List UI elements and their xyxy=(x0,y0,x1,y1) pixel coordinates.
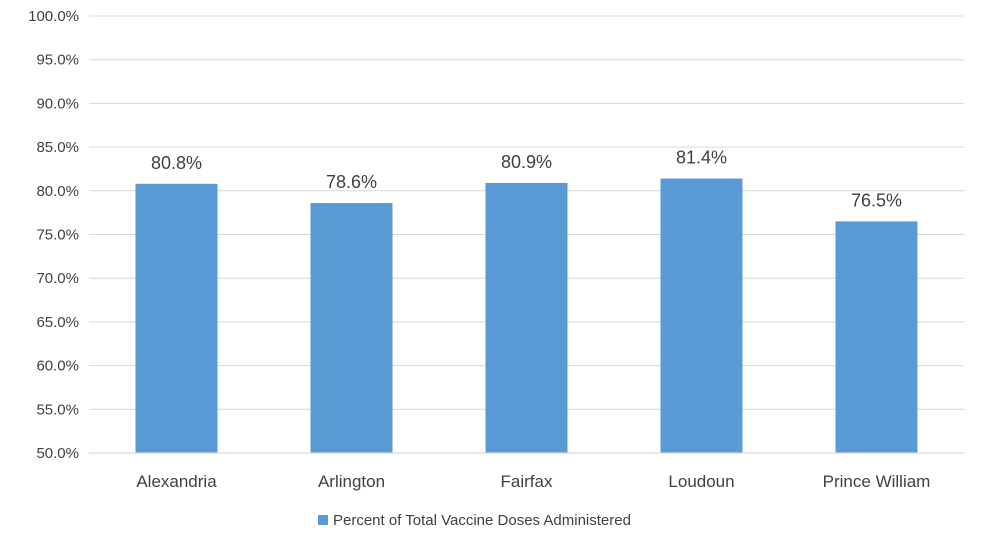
bar xyxy=(485,182,568,453)
x-tick-label: Arlington xyxy=(318,472,385,491)
data-labels: 80.8% 78.6% 80.9% 81.4% 76.5% xyxy=(151,148,902,211)
x-tick-label: Alexandria xyxy=(136,472,217,491)
y-tick-label: 65.0% xyxy=(36,314,79,331)
legend-label: Percent of Total Vaccine Doses Administe… xyxy=(333,512,631,529)
x-tick-label: Fairfax xyxy=(501,472,553,491)
bar xyxy=(660,178,743,453)
data-label: 80.9% xyxy=(501,152,552,172)
y-tick-label: 80.0% xyxy=(36,183,79,200)
data-label: 78.6% xyxy=(326,172,377,192)
y-tick-label: 85.0% xyxy=(36,139,79,156)
y-tick-label: 60.0% xyxy=(36,358,79,375)
y-tick-label: 90.0% xyxy=(36,95,79,112)
data-label: 81.4% xyxy=(676,148,727,168)
bars xyxy=(135,178,918,454)
y-tick-label: 75.0% xyxy=(36,227,79,244)
y-tick-label: 100.0% xyxy=(28,8,79,25)
legend-swatch xyxy=(318,515,328,525)
y-axis-tick-labels: 50.0% 55.0% 60.0% 65.0% 70.0% 75.0% 80.0% 85.0%… xyxy=(28,8,79,462)
y-tick-label: 50.0% xyxy=(36,445,79,462)
data-label: 76.5% xyxy=(851,190,902,210)
x-tick-label: Prince William xyxy=(823,472,931,491)
bar xyxy=(310,203,393,453)
y-tick-label: 70.0% xyxy=(36,270,79,287)
x-tick-label: Loudoun xyxy=(668,472,734,491)
bar xyxy=(835,221,918,453)
legend: Percent of Total Vaccine Doses Administe… xyxy=(318,512,631,529)
data-label: 80.8% xyxy=(151,153,202,173)
y-tick-label: 95.0% xyxy=(36,52,79,69)
x-axis-tick-labels: Alexandria Arlington Fairfax Loudoun Prince … xyxy=(136,472,930,491)
bar xyxy=(135,183,218,454)
y-tick-label: 55.0% xyxy=(36,401,79,418)
